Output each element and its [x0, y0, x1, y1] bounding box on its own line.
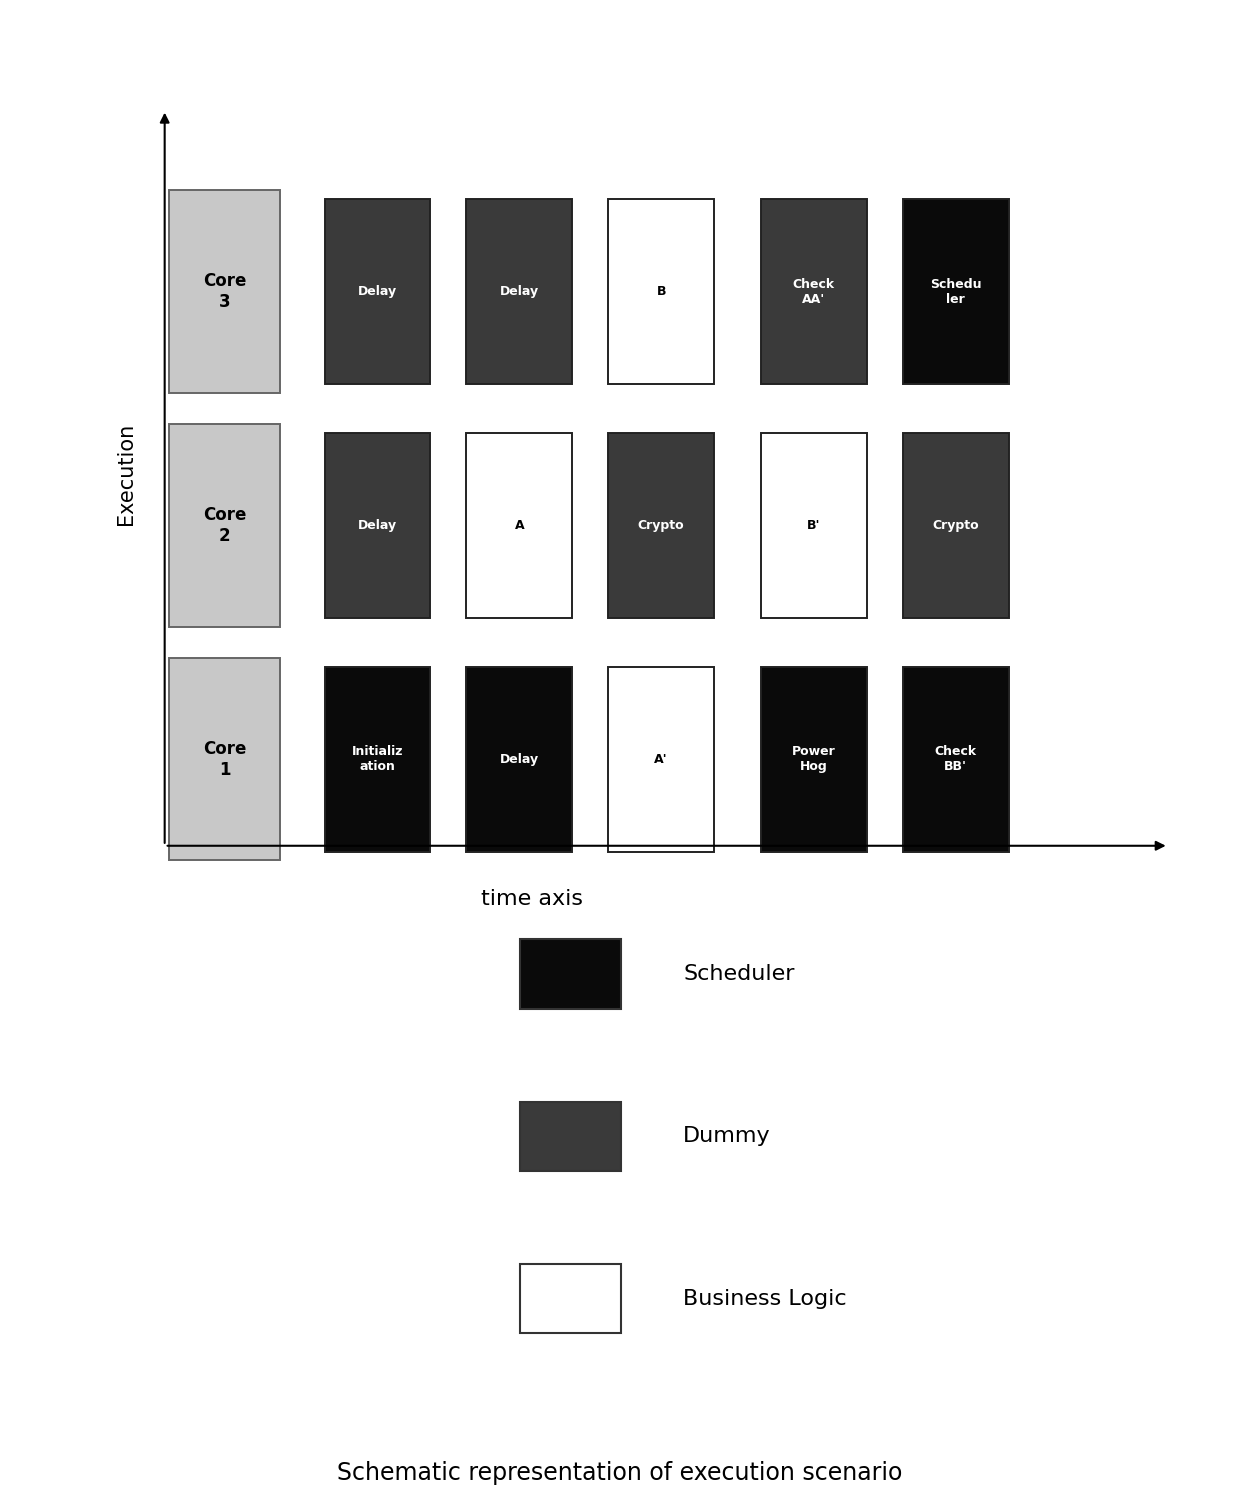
Text: Power
Hog: Power Hog [792, 745, 836, 773]
Text: Core
1: Core 1 [203, 739, 247, 779]
FancyBboxPatch shape [609, 433, 714, 618]
Text: A: A [515, 519, 525, 532]
FancyBboxPatch shape [761, 433, 867, 618]
Text: Schematic representation of execution scenario: Schematic representation of execution sc… [337, 1461, 903, 1485]
FancyBboxPatch shape [466, 198, 572, 385]
FancyBboxPatch shape [169, 424, 280, 627]
Text: Business Logic: Business Logic [683, 1288, 847, 1309]
FancyBboxPatch shape [169, 658, 280, 861]
FancyBboxPatch shape [903, 666, 1008, 852]
FancyBboxPatch shape [520, 1102, 621, 1171]
Text: Core
3: Core 3 [203, 272, 247, 311]
Text: Delay: Delay [500, 286, 539, 298]
Text: time axis: time axis [481, 890, 583, 909]
Text: Delay: Delay [358, 519, 397, 532]
Text: Delay: Delay [500, 753, 539, 765]
Text: Schedu
ler: Schedu ler [930, 278, 982, 305]
FancyBboxPatch shape [325, 433, 430, 618]
FancyBboxPatch shape [609, 666, 714, 852]
Text: B: B [656, 286, 666, 298]
FancyBboxPatch shape [609, 198, 714, 385]
FancyBboxPatch shape [325, 198, 430, 385]
Text: Check
AA': Check AA' [792, 278, 835, 305]
Text: Scheduler: Scheduler [683, 963, 795, 984]
FancyBboxPatch shape [325, 666, 430, 852]
FancyBboxPatch shape [903, 433, 1008, 618]
FancyBboxPatch shape [466, 433, 572, 618]
FancyBboxPatch shape [761, 666, 867, 852]
Text: Crypto: Crypto [932, 519, 980, 532]
FancyBboxPatch shape [520, 1264, 621, 1333]
FancyBboxPatch shape [761, 198, 867, 385]
Text: Execution: Execution [117, 422, 136, 525]
Text: Check
BB': Check BB' [935, 745, 977, 773]
Text: B': B' [807, 519, 821, 532]
FancyBboxPatch shape [903, 198, 1008, 385]
FancyBboxPatch shape [466, 666, 572, 852]
Text: Core
2: Core 2 [203, 507, 247, 544]
FancyBboxPatch shape [520, 939, 621, 1009]
Text: A': A' [655, 753, 668, 765]
Text: Initializ
ation: Initializ ation [352, 745, 403, 773]
Text: Delay: Delay [358, 286, 397, 298]
Text: Dummy: Dummy [683, 1126, 771, 1147]
FancyBboxPatch shape [169, 191, 280, 392]
Text: Crypto: Crypto [637, 519, 684, 532]
